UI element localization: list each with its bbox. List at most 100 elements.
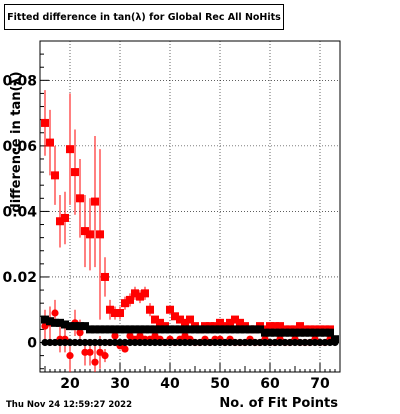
data-point-circle: [56, 338, 64, 347]
data-point-circle: [211, 338, 219, 347]
data-point-square: [271, 322, 279, 331]
data-point-square: [166, 325, 174, 334]
data-point-circle: [66, 338, 74, 347]
y-tick-label: 0.04: [2, 204, 37, 220]
data-point-square: [236, 325, 244, 334]
data-point-square: [81, 322, 89, 331]
data-point-square: [71, 322, 79, 331]
data-point-square: [121, 299, 129, 308]
data-point-square: [76, 194, 84, 203]
data-point-square: [266, 322, 274, 331]
data-point-circle: [101, 338, 109, 347]
data-point-square: [201, 325, 209, 334]
x-axis-label: No. of Fit Points: [219, 396, 338, 411]
data-point-square: [86, 230, 94, 239]
data-point-square: [151, 325, 159, 334]
data-point-square: [266, 328, 274, 337]
data-point-circle: [161, 338, 169, 347]
data-point-square: [251, 325, 259, 334]
data-point-square: [131, 325, 139, 334]
data-point-square: [71, 168, 79, 177]
data-point-circle: [306, 338, 314, 347]
data-point-square: [216, 318, 224, 327]
data-point-circle: [286, 338, 294, 347]
data-point-square: [146, 325, 154, 334]
data-point-circle: [76, 338, 84, 347]
data-point-circle: [281, 338, 289, 347]
x-tick-label: 50: [210, 376, 230, 392]
data-point-square: [181, 318, 189, 327]
data-point-square: [206, 325, 214, 334]
data-point-circle: [196, 338, 204, 347]
data-point-circle: [81, 338, 89, 347]
data-point-square: [81, 227, 89, 236]
data-point-circle: [236, 338, 244, 347]
data-point-square: [161, 325, 169, 334]
data-point-square: [261, 328, 269, 337]
data-point-square: [156, 318, 164, 327]
data-point-circle: [246, 338, 254, 347]
data-point-square: [56, 217, 64, 226]
data-point-square: [321, 328, 329, 337]
data-point-circle: [241, 338, 249, 347]
x-tick-label: 20: [60, 376, 80, 392]
y-tick-label: 0: [27, 336, 37, 352]
data-point-square: [111, 309, 119, 318]
data-point-square: [181, 325, 189, 334]
data-point-circle: [301, 338, 309, 347]
data-point-square: [296, 322, 304, 331]
series-3: [41, 338, 339, 347]
data-point-circle: [151, 338, 159, 347]
data-point-square: [61, 320, 69, 329]
data-point-square: [271, 328, 279, 337]
data-point-circle: [111, 338, 119, 347]
data-point-square: [296, 328, 304, 337]
data-point-square: [196, 325, 204, 334]
data-point-circle: [106, 338, 114, 347]
data-point-square: [306, 328, 314, 337]
data-point-circle: [46, 338, 54, 347]
data-point-circle: [181, 338, 189, 347]
data-series: [41, 90, 339, 372]
data-point-square: [61, 213, 69, 222]
data-point-square: [41, 315, 49, 324]
data-point-square: [126, 325, 134, 334]
data-point-circle: [141, 338, 149, 347]
data-point-square: [156, 325, 164, 334]
data-point-square: [86, 325, 94, 334]
data-point-circle: [71, 338, 79, 347]
data-point-square: [221, 325, 229, 334]
data-point-square: [56, 318, 64, 327]
data-point-square: [96, 230, 104, 239]
data-point-circle: [231, 338, 239, 347]
data-point-circle: [101, 352, 109, 360]
data-point-square: [276, 328, 284, 337]
data-point-square: [66, 322, 74, 331]
data-point-square: [311, 328, 319, 337]
y-tick-label: 0.06: [2, 139, 37, 155]
x-tick-label: 70: [310, 376, 330, 392]
data-point-circle: [156, 338, 164, 347]
data-point-circle: [116, 338, 124, 347]
data-point-square: [106, 325, 114, 334]
data-point-square: [151, 315, 159, 324]
data-point-square: [121, 325, 129, 334]
data-point-square: [101, 272, 109, 281]
data-point-square: [146, 305, 154, 314]
data-point-square: [116, 309, 124, 318]
data-point-circle: [86, 338, 94, 347]
x-tick-label: 30: [110, 376, 130, 392]
data-point-square: [116, 325, 124, 334]
data-point-square: [326, 328, 334, 337]
data-point-square: [216, 325, 224, 334]
data-point-square: [291, 328, 299, 337]
data-point-circle: [126, 338, 134, 347]
data-point-square: [66, 145, 74, 154]
x-tick-label: 60: [260, 376, 280, 392]
data-point-square: [191, 325, 199, 334]
data-point-square: [46, 138, 54, 147]
data-point-circle: [186, 338, 194, 347]
data-point-square: [301, 328, 309, 337]
data-point-circle: [41, 338, 49, 347]
